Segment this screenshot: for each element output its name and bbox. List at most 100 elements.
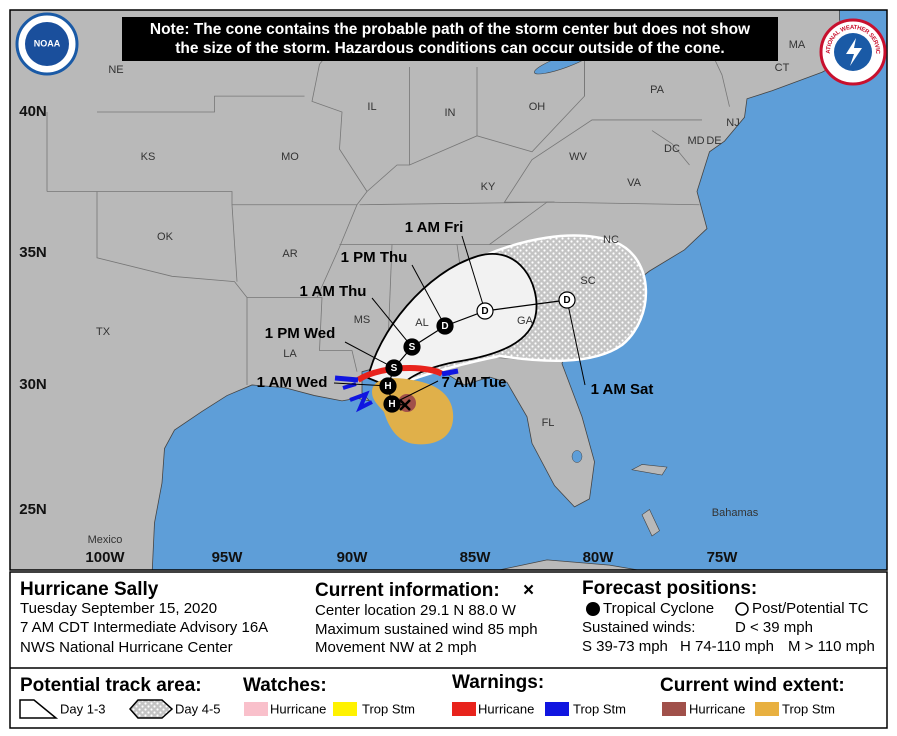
storm-name: Hurricane Sally	[20, 579, 159, 600]
wind-class: S 39-73 mph	[582, 638, 668, 655]
current-line: Maximum sustained wind 85 mph	[315, 621, 538, 638]
legend-day-1-3	[19, 699, 59, 719]
state-label: AL	[415, 317, 428, 329]
state-label: DC	[664, 143, 680, 155]
leader-line	[333, 382, 389, 387]
state-label: OK	[157, 231, 174, 243]
state-label: SC	[580, 275, 595, 287]
latitude-label: 30N	[19, 376, 47, 393]
bahamas-island	[641, 509, 660, 537]
current-line: Center location 29.1 N 88.0 W	[315, 602, 517, 619]
leader-line	[371, 297, 413, 348]
state-label: IL	[367, 101, 376, 113]
legend-post: Post/Potential TC	[752, 600, 869, 617]
forecast-marker	[558, 291, 576, 309]
state-border	[311, 45, 368, 192]
state-label: MS	[354, 314, 371, 326]
trop-storm-warning	[441, 368, 459, 377]
state-label: VA	[627, 177, 642, 189]
marker-letter: D	[563, 295, 570, 306]
watches-title: Watches:	[243, 675, 327, 696]
forecast-marker	[385, 359, 403, 377]
longitude-label: 95W	[212, 549, 244, 566]
state-label: AR	[282, 248, 297, 260]
forecast-marker	[379, 377, 397, 395]
forecast-time: 1 AM Wed	[257, 374, 328, 391]
legend-swatch	[333, 702, 357, 716]
marker-letter: S	[391, 363, 398, 374]
legend-post-marker	[735, 602, 749, 616]
latitude-label: 40N	[19, 103, 47, 120]
state-border	[231, 204, 238, 282]
current-symbol: ×	[523, 580, 534, 601]
state-label: CT	[775, 62, 790, 74]
legend-tropical: Tropical Cyclone	[603, 600, 714, 617]
state-label: IN	[445, 107, 456, 119]
marker-letter: S	[409, 342, 416, 353]
legend-day-4-5	[128, 699, 174, 719]
lake	[571, 450, 583, 463]
office-name: NWS National Hurricane Center	[20, 639, 233, 656]
leader-line	[566, 299, 586, 386]
trop-storm-warning	[334, 375, 359, 383]
track-day-4-5: Day 4-5	[175, 701, 221, 716]
state-border	[651, 130, 690, 166]
legend-tropical-marker	[586, 602, 600, 616]
cuba	[497, 559, 641, 570]
current-title: Current information:	[315, 580, 500, 601]
noaa-logo-text: NOAA	[34, 38, 61, 48]
forecast-marker	[383, 395, 401, 413]
longitude-label: 85W	[460, 549, 492, 566]
state-label: TX	[96, 326, 111, 338]
forecast-marker	[403, 338, 421, 356]
state-label: MD	[687, 135, 704, 147]
state-label: DE	[706, 135, 721, 147]
nws-logo-bolt	[846, 38, 862, 66]
state-border	[97, 95, 305, 113]
place-label: Bahamas	[712, 507, 759, 519]
leader-line	[344, 341, 395, 369]
state-label: MO	[281, 151, 299, 163]
state-border	[47, 191, 357, 206]
state-label: NE	[108, 64, 123, 76]
state-border	[359, 201, 555, 206]
state-label: PA	[650, 84, 665, 96]
note-line: the size of the storm. Hazardous conditi…	[175, 40, 724, 57]
state-border	[316, 59, 585, 298]
state-label: LA	[283, 348, 297, 360]
forecast-marker	[476, 302, 494, 320]
track-title: Potential track area:	[20, 675, 202, 696]
legend-swatch	[244, 702, 268, 716]
latitude-label: 35N	[19, 244, 47, 261]
forecast-time: 7 AM Tue	[441, 374, 506, 391]
state-label: FL	[542, 417, 555, 429]
marker-letter: D	[441, 321, 448, 332]
legend-label: Hurricane	[478, 701, 534, 716]
trop-storm-wind-extent	[372, 378, 454, 445]
trop-storm-warning	[349, 390, 373, 413]
legend-label: Hurricane	[689, 701, 745, 716]
current-line: Movement NW at 2 mph	[315, 639, 477, 656]
legend-swatch	[545, 702, 569, 716]
advisory-date: Tuesday September 15, 2020	[20, 600, 217, 617]
legend-label: Trop Stm	[362, 701, 415, 716]
forecast-title: Forecast positions:	[582, 578, 757, 599]
state-label: OH	[529, 101, 546, 113]
wind-title: Current wind extent:	[660, 675, 845, 696]
longitude-label: 90W	[337, 549, 369, 566]
map-frame	[9, 9, 888, 571]
longitude-label: 75W	[707, 549, 739, 566]
state-label: GA	[517, 315, 534, 327]
marker-letter: H	[388, 399, 395, 410]
state-label: MA	[789, 39, 806, 51]
wind-class: H 74-110 mph	[680, 638, 774, 655]
forecast-time: 1 PM Wed	[265, 325, 336, 342]
wind-class: M > 110 mph	[788, 638, 875, 655]
legend-label: Trop Stm	[782, 701, 835, 716]
state-label: NC	[603, 234, 619, 246]
noaa-logo-inner	[25, 22, 69, 66]
state-border	[247, 297, 358, 372]
longitude-label: 80W	[583, 549, 615, 566]
marker-letter: H	[384, 381, 391, 392]
